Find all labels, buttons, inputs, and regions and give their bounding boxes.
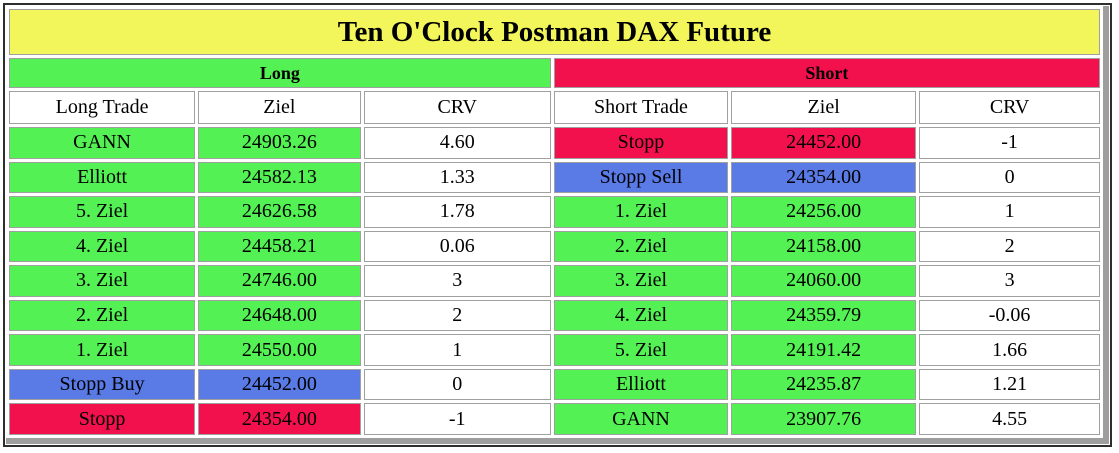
long-trade-cell: Stopp Buy <box>9 368 196 401</box>
long-crv-cell: 0.06 <box>363 230 551 263</box>
long-trade-cell: GANN <box>9 127 196 159</box>
long-crv-cell: 3 <box>363 265 551 297</box>
long-section-header: Long <box>9 58 551 88</box>
long-ziel-cell: 24452.00 <box>198 368 361 401</box>
short-trade-cell: 1. Ziel <box>553 196 729 228</box>
table-row: Stopp Buy 24452.00 0 Elliott 24235.87 1.… <box>9 368 1100 401</box>
long-crv-cell: 1 <box>363 334 551 366</box>
long-ziel-cell: 24458.21 <box>198 230 361 263</box>
short-trade-cell: Stopp <box>553 127 729 159</box>
long-ziel-column-header: Ziel <box>198 91 361 124</box>
short-section-header: Short <box>553 58 1100 88</box>
short-ziel-cell: 24452.00 <box>731 127 917 159</box>
long-trade-cell: 5. Ziel <box>9 196 196 228</box>
short-trade-cell: 4. Ziel <box>553 299 729 332</box>
short-crv-cell: -1 <box>919 127 1100 159</box>
short-ziel-column-header: Ziel <box>731 91 917 124</box>
table-row: 2. Ziel 24648.00 2 4. Ziel 24359.79 -0.0… <box>9 299 1100 332</box>
short-crv-cell: 4.55 <box>919 403 1100 435</box>
short-crv-cell: 1.66 <box>919 334 1100 366</box>
long-crv-column-header: CRV <box>363 91 551 124</box>
long-trade-cell: Elliott <box>9 161 196 194</box>
long-crv-cell: 4.60 <box>363 127 551 159</box>
long-ziel-cell: 24626.58 <box>198 196 361 228</box>
long-trade-column-header: Long Trade <box>9 91 196 124</box>
long-crv-cell: 0 <box>363 368 551 401</box>
content-area: Ten O'Clock Postman DAX Future Long Shor… <box>6 6 1109 444</box>
table-row: Stopp 24354.00 -1 GANN 23907.76 4.55 <box>9 403 1100 435</box>
long-ziel-cell: 24550.00 <box>198 334 361 366</box>
table-row: Elliott 24582.13 1.33 Stopp Sell 24354.0… <box>9 161 1100 194</box>
long-ziel-cell: 24648.00 <box>198 299 361 332</box>
table-row: 3. Ziel 24746.00 3 3. Ziel 24060.00 3 <box>9 265 1100 297</box>
short-trade-cell: Stopp Sell <box>553 161 729 194</box>
long-crv-cell: -1 <box>363 403 551 435</box>
short-ziel-cell: 24359.79 <box>731 299 917 332</box>
column-header-row: Long Trade Ziel CRV Short Trade Ziel CRV <box>9 91 1100 124</box>
table-row: 4. Ziel 24458.21 0.06 2. Ziel 24158.00 2 <box>9 230 1100 263</box>
table-row: GANN 24903.26 4.60 Stopp 24452.00 -1 <box>9 127 1100 159</box>
long-crv-cell: 1.33 <box>363 161 551 194</box>
page-title: Ten O'Clock Postman DAX Future <box>9 9 1100 55</box>
short-crv-cell: 0 <box>919 161 1100 194</box>
table-row: 5. Ziel 24626.58 1.78 1. Ziel 24256.00 1 <box>9 196 1100 228</box>
short-trade-cell: 2. Ziel <box>553 230 729 263</box>
short-trade-cell: 3. Ziel <box>553 265 729 297</box>
trading-signals-table: Ten O'Clock Postman DAX Future Long Shor… <box>6 6 1103 438</box>
short-crv-cell: -0.06 <box>919 299 1100 332</box>
short-crv-cell: 1.21 <box>919 368 1100 401</box>
short-trade-cell: 5. Ziel <box>553 334 729 366</box>
short-crv-cell: 3 <box>919 265 1100 297</box>
short-trade-cell: GANN <box>553 403 729 435</box>
long-trade-cell: 1. Ziel <box>9 334 196 366</box>
long-trade-cell: 3. Ziel <box>9 265 196 297</box>
long-ziel-cell: 24354.00 <box>198 403 361 435</box>
short-ziel-cell: 23907.76 <box>731 403 917 435</box>
title-row: Ten O'Clock Postman DAX Future <box>9 9 1100 55</box>
long-ziel-cell: 24582.13 <box>198 161 361 194</box>
long-trade-cell: 2. Ziel <box>9 299 196 332</box>
long-ziel-cell: 24746.00 <box>198 265 361 297</box>
page-frame: Ten O'Clock Postman DAX Future Long Shor… <box>3 3 1112 447</box>
long-trade-cell: Stopp <box>9 403 196 435</box>
section-band-row: Long Short <box>9 58 1100 88</box>
short-ziel-cell: 24060.00 <box>731 265 917 297</box>
long-crv-cell: 1.78 <box>363 196 551 228</box>
long-crv-cell: 2 <box>363 299 551 332</box>
short-ziel-cell: 24235.87 <box>731 368 917 401</box>
short-trade-column-header: Short Trade <box>553 91 729 124</box>
long-trade-cell: 4. Ziel <box>9 230 196 263</box>
short-ziel-cell: 24256.00 <box>731 196 917 228</box>
short-ziel-cell: 24354.00 <box>731 161 917 194</box>
short-crv-cell: 2 <box>919 230 1100 263</box>
short-trade-cell: Elliott <box>553 368 729 401</box>
long-ziel-cell: 24903.26 <box>198 127 361 159</box>
short-ziel-cell: 24158.00 <box>731 230 917 263</box>
short-ziel-cell: 24191.42 <box>731 334 917 366</box>
short-crv-column-header: CRV <box>919 91 1100 124</box>
short-crv-cell: 1 <box>919 196 1100 228</box>
table-row: 1. Ziel 24550.00 1 5. Ziel 24191.42 1.66 <box>9 334 1100 366</box>
